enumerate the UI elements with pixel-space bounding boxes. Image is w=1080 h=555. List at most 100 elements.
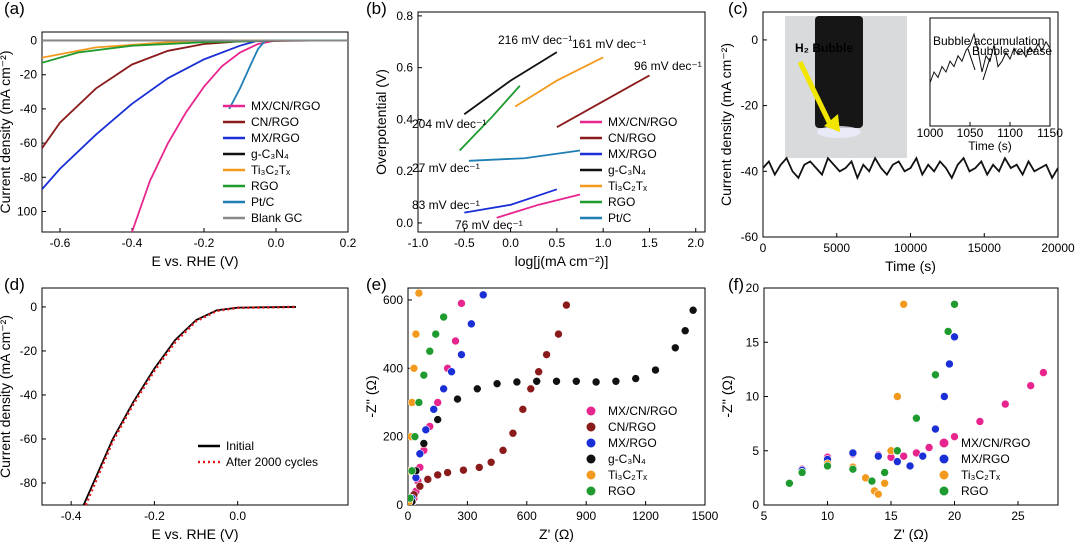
legend-label: RGO	[961, 484, 988, 498]
point	[467, 319, 476, 329]
line	[42, 39, 348, 190]
point	[532, 376, 542, 386]
line	[763, 156, 1058, 181]
legend-swatch	[586, 454, 596, 464]
line	[463, 51, 558, 115]
legend-label: Ti₃C₂Tₓ	[608, 179, 647, 193]
point	[498, 446, 508, 455]
point	[785, 478, 794, 488]
panel: -0.6 -0.4 -0.2 0.0 0.2 0 -20 -40 -60 -80 100 E vs. …	[0, 0, 357, 269]
legend-label: MX/RGO	[608, 436, 657, 450]
arrow	[797, 60, 833, 126]
annotation: 204 mV dec⁻¹	[412, 117, 486, 131]
annotation: 83 mV dec⁻¹	[412, 198, 480, 212]
point	[411, 329, 421, 339]
point	[433, 415, 443, 424]
point	[451, 336, 460, 346]
line	[468, 149, 581, 162]
annotation: Bubble accumulation	[933, 34, 1044, 48]
x-tick-label: 1.0	[595, 236, 612, 250]
series-group	[42, 39, 348, 232]
point	[423, 475, 433, 484]
legend-label: g-C₃N₄	[608, 452, 646, 466]
legend-label: RGO	[608, 484, 635, 498]
series-group	[785, 299, 1048, 499]
point	[409, 364, 419, 373]
x-axis-label: Time (s)	[885, 258, 936, 274]
y-tick-label: -60	[20, 432, 38, 446]
x-tick-label: 900	[576, 509, 596, 523]
legend-label: RGO	[608, 195, 635, 209]
legend-label: CN/RGO	[608, 131, 656, 145]
y-tick-label: 5	[752, 444, 759, 458]
x-tick-label: 600	[517, 509, 537, 523]
annotation: 216 mV dec⁻¹	[498, 33, 572, 47]
x-tick-label: 1500	[692, 509, 719, 523]
point	[439, 312, 448, 322]
point	[433, 398, 443, 407]
x-tick-label: 0	[760, 241, 767, 255]
legend-label: CN/RGO	[251, 115, 299, 129]
series-group	[408, 288, 698, 505]
point	[1026, 381, 1035, 390]
legend-label: Ti₃C₂Tₓ	[251, 163, 290, 177]
point	[571, 376, 581, 386]
panel: 0 5000 10000 15000 20000 0 -20 -40 -60 Time (s) Cu…	[718, 0, 1075, 274]
point	[492, 379, 502, 388]
x-tick-label: -0.4	[61, 509, 82, 523]
point	[1039, 368, 1048, 377]
line	[459, 85, 521, 152]
point	[542, 350, 551, 359]
point	[459, 465, 468, 475]
point	[439, 384, 448, 394]
point	[552, 376, 561, 386]
x-tick-label: 1100	[997, 126, 1023, 140]
legend-label: Initial	[226, 439, 254, 453]
point	[408, 493, 415, 503]
point	[880, 478, 889, 488]
point	[419, 439, 429, 448]
x-tick-label: -0.2	[144, 509, 165, 523]
x-axis-label: E vs. RHE (V)	[151, 526, 238, 542]
legend-label: Ti₃C₂Tₓ	[608, 468, 647, 482]
y-tick-label: 20	[746, 281, 760, 295]
photo-label: H₂ Bubble	[795, 41, 853, 55]
x-axis-label: Z' (Ω)	[539, 526, 574, 542]
legend-label: MX/CN/RGO	[608, 404, 677, 418]
legend-label: g-C₃N₄	[251, 147, 289, 161]
legend-swatch	[939, 470, 949, 480]
x-tick-label: 0	[405, 509, 412, 523]
point	[680, 326, 690, 336]
point	[651, 365, 660, 375]
x-tick-label: 1150	[1037, 126, 1063, 140]
line	[464, 188, 558, 214]
y-tick-label: -80	[20, 170, 38, 184]
y-tick-label: -20	[741, 99, 759, 113]
point	[414, 398, 424, 407]
plot-frame	[41, 287, 349, 506]
annotation-arrow	[967, 48, 976, 71]
y-tick-label: 0	[396, 498, 403, 512]
x-tick-label: 20000	[1041, 241, 1075, 255]
x-tick-label: -0.6	[50, 236, 71, 250]
annotation-arrow	[982, 57, 991, 81]
x-tick-label: -0.5	[454, 236, 475, 250]
annotation: Bubble release	[972, 44, 1052, 58]
legend-swatch	[586, 406, 596, 416]
point	[873, 451, 883, 461]
x-tick-label: 2.0	[687, 236, 704, 250]
legend-label: MX/RGO	[961, 452, 1010, 466]
x-tick-label: 5000	[823, 241, 850, 255]
y-tick-label: 0.0	[396, 216, 413, 230]
y-tick-label: 0.4	[396, 112, 413, 126]
x-tick-label: 10000	[894, 241, 928, 255]
annotation: 161 mV dec⁻¹	[572, 37, 646, 51]
plot-frame	[929, 17, 1051, 127]
bubbles	[817, 126, 861, 138]
point	[472, 384, 482, 394]
panel-label: (b)	[366, 0, 387, 18]
legend-swatch	[939, 454, 949, 464]
point	[912, 413, 921, 423]
x-tick-label: 20	[948, 509, 962, 523]
